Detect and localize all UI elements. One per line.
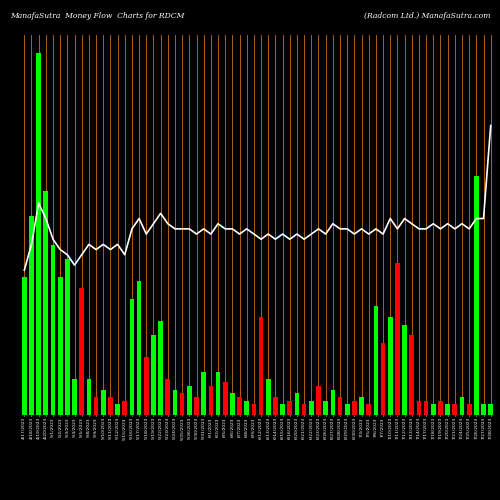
Bar bbox=[309, 400, 314, 415]
Bar bbox=[223, 382, 228, 415]
Bar bbox=[452, 404, 457, 415]
Bar bbox=[488, 404, 493, 415]
Bar bbox=[380, 342, 386, 415]
Bar bbox=[294, 394, 300, 415]
Bar bbox=[137, 281, 141, 415]
Bar bbox=[352, 400, 356, 415]
Bar bbox=[474, 176, 478, 415]
Bar bbox=[29, 216, 34, 415]
Bar bbox=[230, 394, 234, 415]
Bar bbox=[180, 394, 184, 415]
Bar bbox=[50, 245, 56, 415]
Bar bbox=[144, 357, 148, 415]
Bar bbox=[194, 397, 199, 415]
Bar bbox=[237, 397, 242, 415]
Bar bbox=[402, 324, 407, 415]
Bar bbox=[345, 404, 350, 415]
Bar bbox=[266, 379, 270, 415]
Bar bbox=[44, 190, 48, 415]
Bar bbox=[438, 400, 443, 415]
Bar bbox=[94, 397, 98, 415]
Bar bbox=[36, 53, 41, 415]
Bar bbox=[151, 336, 156, 415]
Bar bbox=[108, 397, 112, 415]
Bar bbox=[72, 379, 77, 415]
Bar bbox=[324, 400, 328, 415]
Bar bbox=[410, 336, 414, 415]
Bar bbox=[259, 318, 264, 415]
Bar bbox=[208, 386, 213, 415]
Bar bbox=[338, 397, 342, 415]
Bar bbox=[58, 278, 62, 415]
Text: (Radcom Ltd.) ManafaSutra.com: (Radcom Ltd.) ManafaSutra.com bbox=[364, 12, 490, 20]
Bar bbox=[431, 404, 436, 415]
Bar bbox=[101, 390, 105, 415]
Bar bbox=[330, 390, 335, 415]
Bar bbox=[122, 400, 127, 415]
Bar bbox=[388, 318, 392, 415]
Bar bbox=[172, 390, 178, 415]
Bar bbox=[316, 386, 321, 415]
Bar bbox=[273, 397, 278, 415]
Bar bbox=[22, 278, 26, 415]
Bar bbox=[424, 400, 428, 415]
Bar bbox=[280, 404, 285, 415]
Bar bbox=[202, 372, 206, 415]
Bar bbox=[366, 404, 371, 415]
Bar bbox=[244, 400, 249, 415]
Bar bbox=[395, 263, 400, 415]
Bar bbox=[446, 404, 450, 415]
Bar bbox=[187, 386, 192, 415]
Bar bbox=[166, 379, 170, 415]
Bar bbox=[374, 306, 378, 415]
Bar bbox=[130, 299, 134, 415]
Bar bbox=[65, 260, 70, 415]
Bar bbox=[158, 321, 163, 415]
Bar bbox=[481, 404, 486, 415]
Bar bbox=[252, 404, 256, 415]
Bar bbox=[467, 404, 471, 415]
Bar bbox=[80, 288, 84, 415]
Bar bbox=[116, 404, 120, 415]
Bar bbox=[86, 379, 91, 415]
Bar bbox=[302, 404, 306, 415]
Bar bbox=[460, 397, 464, 415]
Bar bbox=[416, 400, 422, 415]
Bar bbox=[359, 397, 364, 415]
Text: ManafaSutra  Money Flow  Charts for RDCM: ManafaSutra Money Flow Charts for RDCM bbox=[10, 12, 184, 20]
Bar bbox=[288, 400, 292, 415]
Bar bbox=[216, 372, 220, 415]
